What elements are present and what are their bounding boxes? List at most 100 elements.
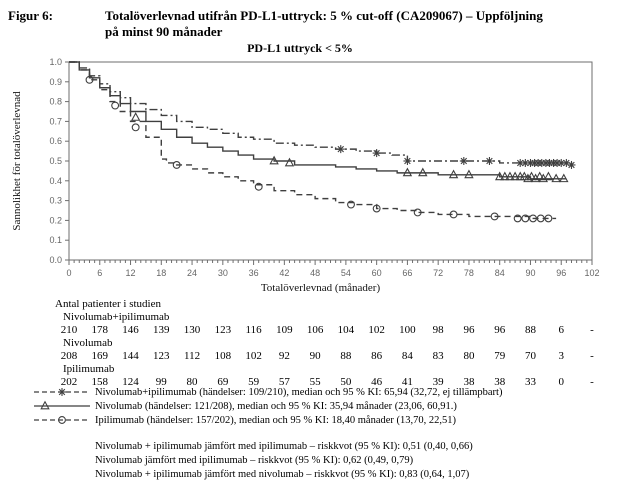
legend-row: Nivolumab (händelser: 121/208), median o… [33, 399, 502, 413]
svg-text:48: 48 [310, 268, 320, 278]
figure-title: Totalöverlevnad utifrån PD-L1-uttryck: 5… [105, 8, 617, 40]
svg-text:123: 123 [215, 324, 232, 336]
svg-text:72: 72 [433, 268, 443, 278]
legend-text: Nivolumab+ipilimumab (händelser: 109/210… [95, 386, 503, 398]
hr-note-line: Nivolumab + ipilimumab jämfört med nivol… [95, 469, 470, 480]
svg-text:12: 12 [126, 268, 136, 278]
svg-text:202: 202 [61, 376, 78, 388]
svg-text:79: 79 [494, 350, 506, 362]
svg-text:0.2: 0.2 [49, 215, 62, 225]
svg-text:60: 60 [372, 268, 382, 278]
hazard-ratio-notes: Nivolumab + ipilimumab jämfört med ipili… [95, 440, 473, 482]
svg-text:88: 88 [340, 350, 352, 362]
svg-text:6: 6 [558, 324, 564, 336]
svg-text:-: - [590, 350, 594, 362]
svg-text:18: 18 [156, 268, 166, 278]
svg-text:0.0: 0.0 [49, 255, 62, 265]
chart-title: PD-L1 uttryck < 5% [247, 41, 353, 55]
hr-note-line: Nivolumab jämfört med ipilimumab – riskk… [95, 455, 414, 466]
figure-title-line1: Totalöverlevnad utifrån PD-L1-uttryck: 5… [105, 8, 543, 23]
km-survival-chart: 0.0 0.1 0.2 0.3 0.4 0.5 0.6 0.7 0.8 0.9 1.0 0 6 12 18 2… [11, 57, 600, 388]
svg-text:0.6: 0.6 [49, 136, 62, 146]
svg-text:84: 84 [402, 350, 414, 362]
svg-text:130: 130 [184, 324, 201, 336]
svg-text:59: 59 [248, 376, 260, 388]
svg-text:0.7: 0.7 [49, 116, 62, 126]
svg-text:98: 98 [433, 324, 445, 336]
legend-marker-nivolumab-icon [34, 400, 90, 410]
svg-text:90: 90 [525, 268, 535, 278]
svg-text:55: 55 [310, 376, 322, 388]
legend-text: Nivolumab (händelser: 121/208), median o… [95, 400, 457, 412]
svg-text:80: 80 [463, 350, 475, 362]
svg-text:106: 106 [307, 324, 324, 336]
svg-text:96: 96 [556, 268, 566, 278]
series-nivolumab-ipilimumab [69, 61, 576, 169]
svg-text:100: 100 [399, 324, 416, 336]
svg-text:158: 158 [92, 376, 109, 388]
svg-text:146: 146 [122, 324, 139, 336]
svg-text:38: 38 [463, 376, 475, 388]
svg-text:41: 41 [402, 376, 413, 388]
svg-text:0.8: 0.8 [49, 97, 62, 107]
svg-text:123: 123 [153, 350, 170, 362]
svg-text:0.9: 0.9 [49, 77, 62, 87]
svg-text:90: 90 [310, 350, 322, 362]
svg-text:80: 80 [187, 376, 199, 388]
svg-text:102: 102 [245, 350, 262, 362]
svg-text:0.1: 0.1 [49, 235, 62, 245]
svg-text:3: 3 [558, 350, 564, 362]
svg-text:96: 96 [494, 324, 506, 336]
svg-text:38: 38 [494, 376, 506, 388]
svg-text:-: - [590, 324, 594, 336]
hr-note-line: Nivolumab + ipilimumab jämfört med ipili… [95, 441, 473, 452]
svg-text:0.4: 0.4 [49, 176, 62, 186]
svg-text:69: 69 [217, 376, 229, 388]
chart-legend: Nivolumab+ipilimumab (händelser: 109/210… [33, 385, 502, 427]
svg-text:0: 0 [558, 376, 564, 388]
svg-text:99: 99 [156, 376, 168, 388]
svg-text:88: 88 [525, 324, 537, 336]
svg-text:86: 86 [371, 350, 383, 362]
figure-title-line2: på minst 90 månader [105, 24, 223, 39]
svg-text:210: 210 [61, 324, 78, 336]
svg-text:108: 108 [215, 350, 232, 362]
svg-text:57: 57 [279, 376, 291, 388]
svg-text:Ipilimumab: Ipilimumab [63, 363, 115, 375]
legend-marker-ipilimumab-icon [34, 416, 90, 424]
series-ipilimumab [69, 61, 557, 223]
svg-text:39: 39 [433, 376, 445, 388]
legend-row: Ipilimumab (händelser: 157/202), median … [33, 413, 502, 427]
svg-text:116: 116 [246, 324, 263, 336]
svg-text:-: - [590, 376, 594, 388]
svg-text:Antal patienter i studien: Antal patienter i studien [55, 298, 161, 310]
legend-text: Ipilimumab (händelser: 157/202), median … [95, 414, 456, 426]
svg-text:Nivolumab+ipilimumab: Nivolumab+ipilimumab [63, 311, 170, 323]
svg-text:139: 139 [153, 324, 170, 336]
svg-text:169: 169 [92, 350, 109, 362]
svg-text:92: 92 [279, 350, 290, 362]
svg-text:144: 144 [122, 350, 139, 362]
svg-text:112: 112 [184, 350, 200, 362]
svg-text:30: 30 [218, 268, 228, 278]
svg-text:84: 84 [495, 268, 505, 278]
svg-text:Nivolumab: Nivolumab [63, 337, 113, 349]
svg-text:6: 6 [97, 268, 102, 278]
svg-text:104: 104 [338, 324, 355, 336]
svg-text:178: 178 [92, 324, 109, 336]
svg-text:66: 66 [402, 268, 412, 278]
svg-text:124: 124 [122, 376, 139, 388]
svg-text:0.3: 0.3 [49, 196, 62, 206]
svg-text:46: 46 [371, 376, 383, 388]
x-axis: 0 6 12 18 24 30 36 42 48 54 60 66 72 78 84 90 96 102 [66, 260, 600, 278]
svg-text:33: 33 [525, 376, 537, 388]
legend-marker-nivolumab-ipilimumab-icon [34, 388, 90, 396]
y-axis: 0.0 0.1 0.2 0.3 0.4 0.5 0.6 0.7 0.8 0.9 1.0 [49, 57, 69, 265]
svg-text:102: 102 [584, 268, 599, 278]
x-axis-title: Totalöverlevnad (månader) [261, 282, 381, 294]
svg-text:42: 42 [279, 268, 289, 278]
svg-text:1.0: 1.0 [49, 57, 62, 67]
svg-text:109: 109 [276, 324, 293, 336]
legend-row: Nivolumab+ipilimumab (händelser: 109/210… [33, 385, 502, 399]
